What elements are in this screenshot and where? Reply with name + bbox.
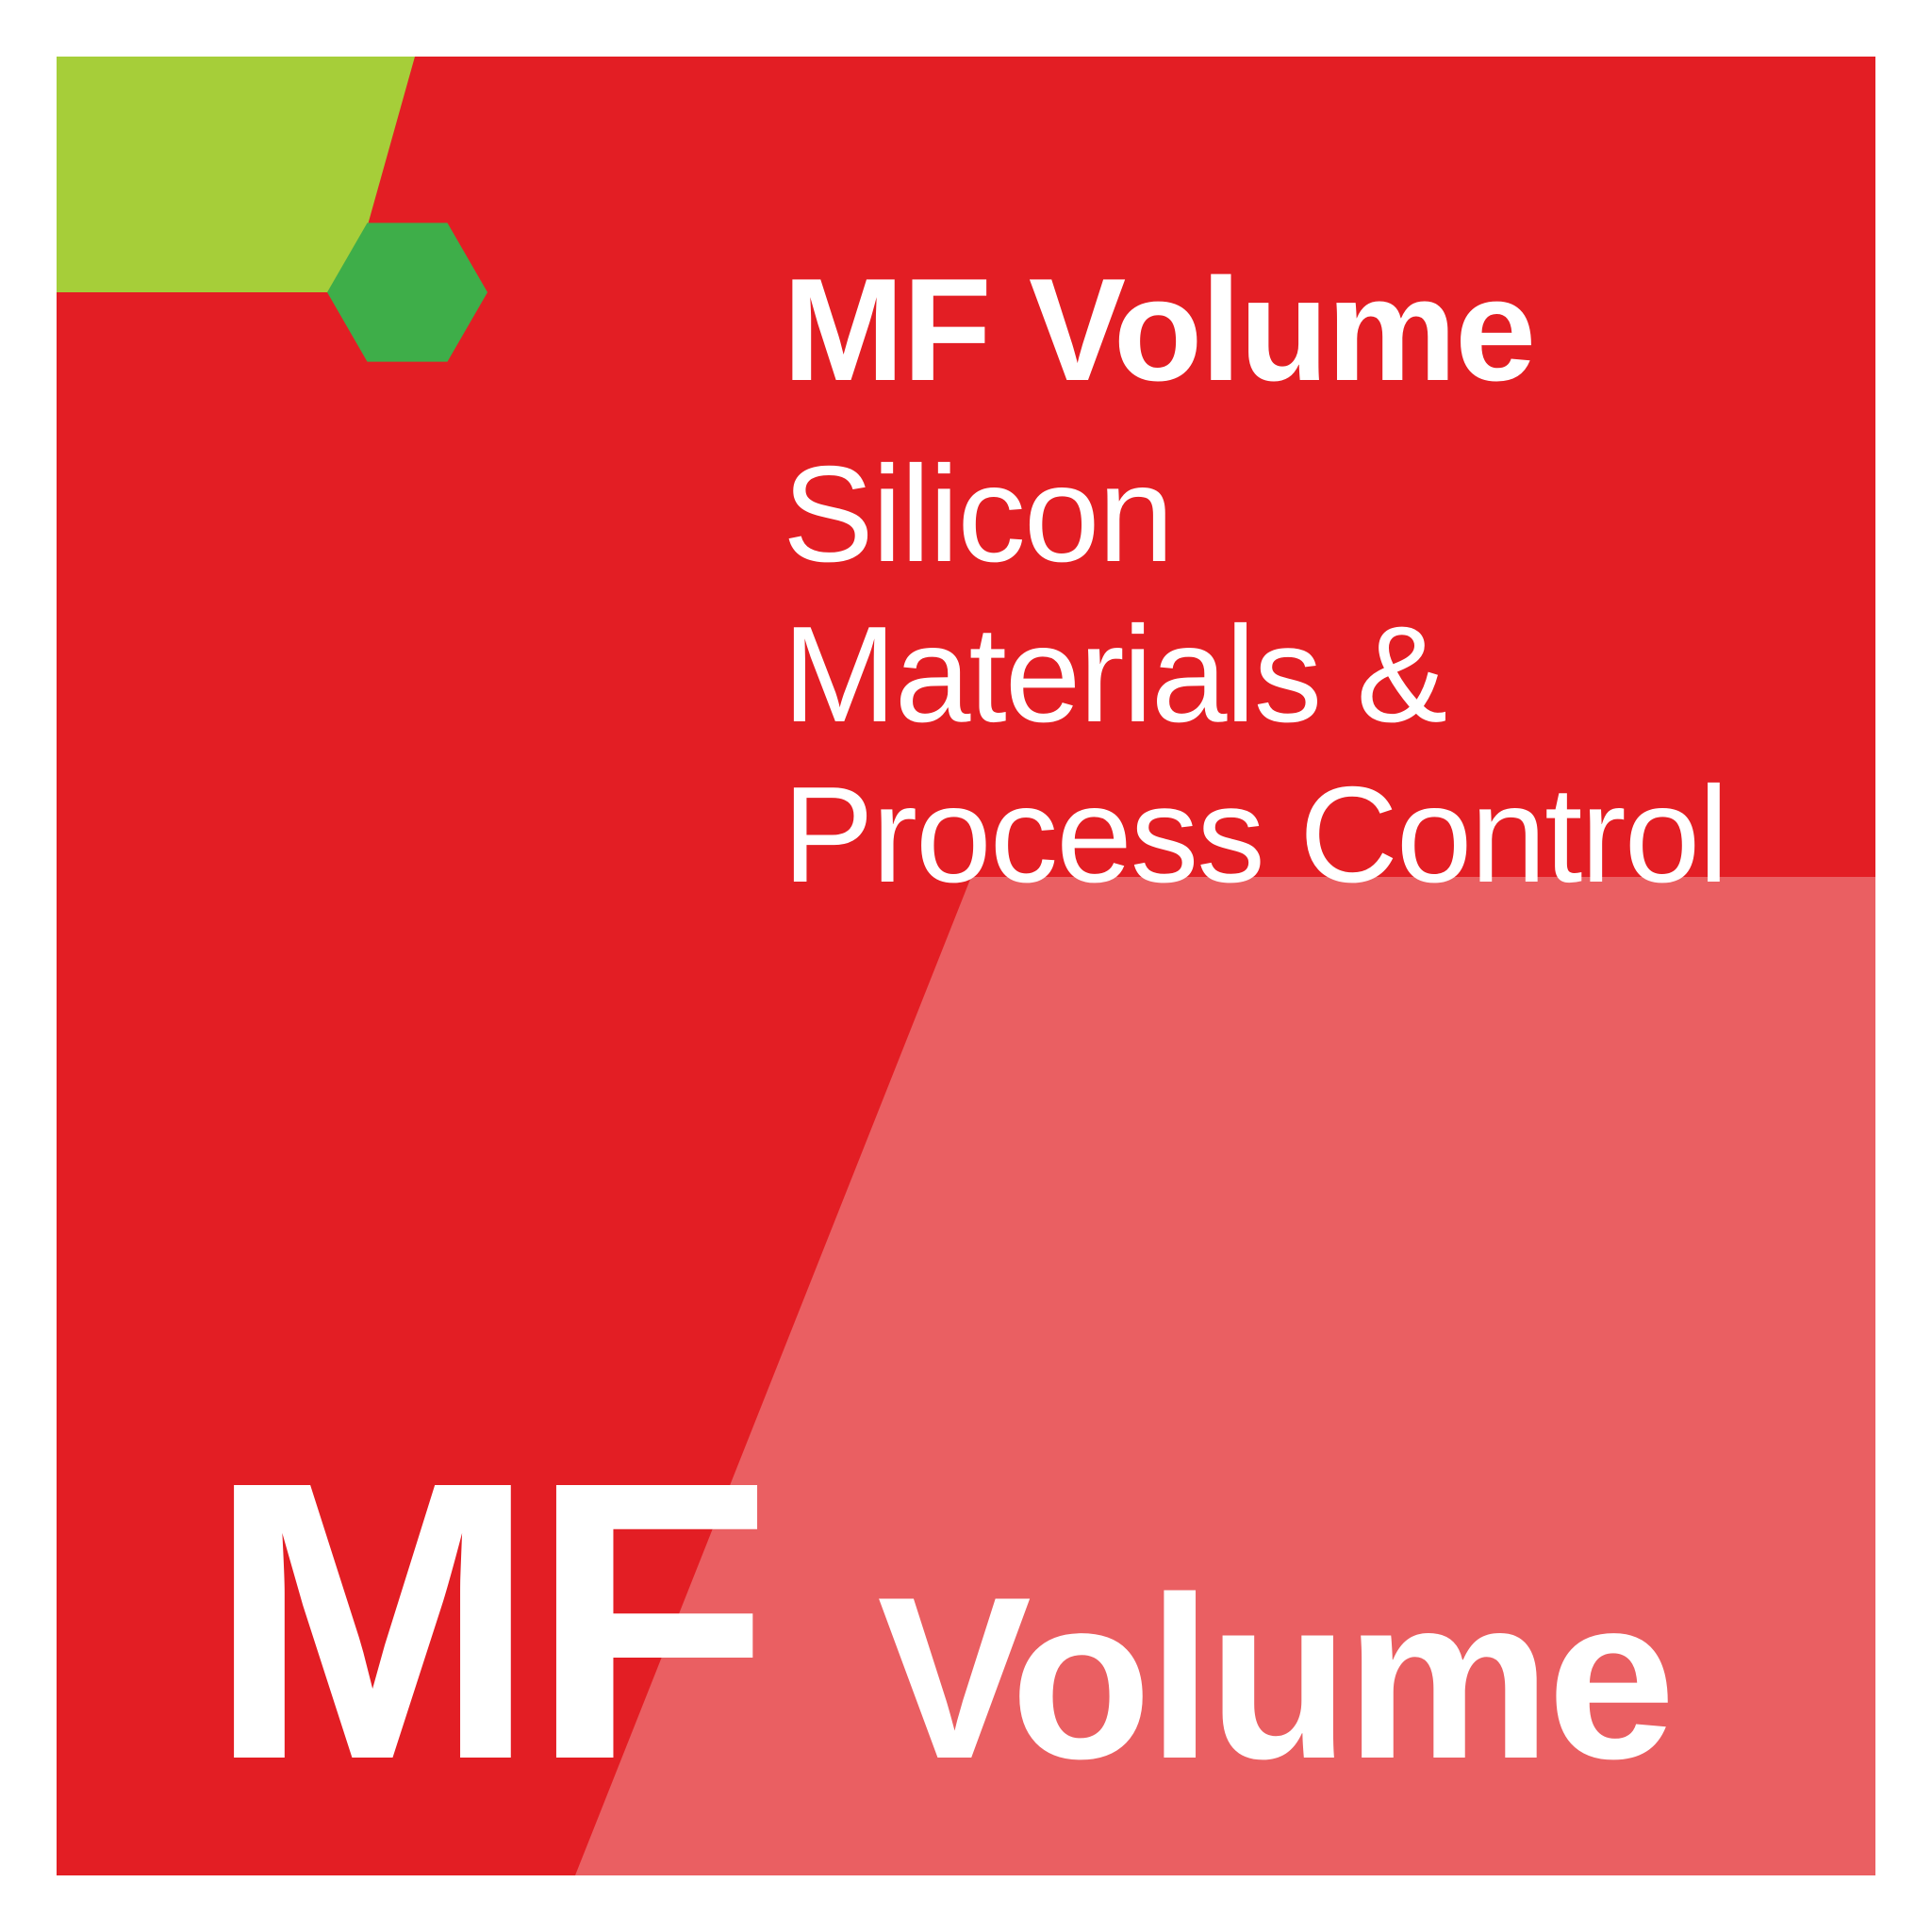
lower-text-block: MF Volume xyxy=(207,1424,1672,1820)
cover-canvas: MF Volume Silicon Materials & Process Co… xyxy=(0,0,1932,1932)
upper-text-block: MF Volume Silicon Materials & Process Co… xyxy=(783,245,1727,915)
upper-subtitle-line-2: Materials & xyxy=(783,594,1727,754)
upper-title: MF Volume xyxy=(783,245,1727,415)
lower-mf-text: MF xyxy=(207,1424,764,1820)
upper-subtitle-line-3: Process Control xyxy=(783,754,1727,915)
upper-subtitle-line-1: Silicon xyxy=(783,434,1727,594)
lower-volume-text: Volume xyxy=(877,1562,1672,1793)
hexagon-icon xyxy=(325,210,489,374)
main-panel: MF Volume Silicon Materials & Process Co… xyxy=(57,57,1875,1875)
